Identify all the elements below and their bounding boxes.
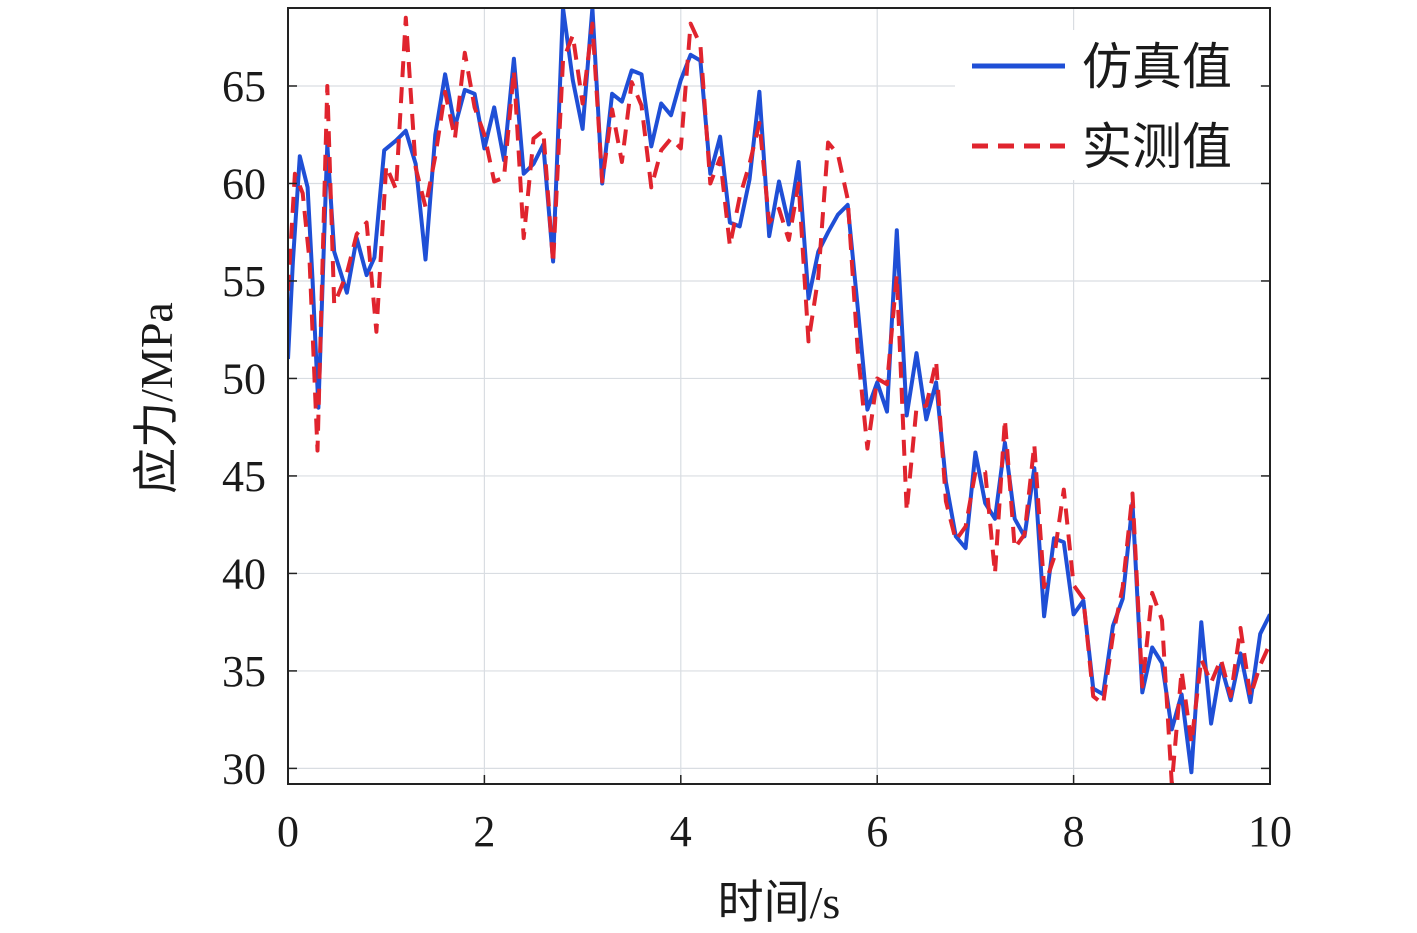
y-tick-label: 30: [222, 744, 266, 793]
y-axis-title: 应力/MPa: [131, 302, 182, 494]
x-tick-label: 10: [1248, 807, 1292, 856]
legend-background: [955, 30, 1260, 180]
x-axis-title: 时间/s: [718, 877, 841, 928]
y-tick-label: 40: [222, 549, 266, 598]
grid: [288, 8, 1270, 784]
x-tick-label: 0: [277, 807, 299, 856]
legend-label-simulated: 仿真值: [1082, 39, 1232, 95]
y-tick-label: 45: [222, 452, 266, 501]
plot-frame: [287, 7, 1271, 785]
x-tick-label: 2: [473, 807, 495, 856]
y-tick-label: 50: [222, 354, 266, 403]
y-tick-label: 35: [222, 647, 266, 696]
y-tick-label: 55: [222, 257, 266, 306]
tick-labels: 0 2 4 6 8 10 30 35 40 45 50 55 60 65: [222, 62, 1292, 856]
legend: 仿真值 实测值: [955, 30, 1260, 180]
y-tick-label: 60: [222, 159, 266, 208]
legend-label-measured: 实测值: [1082, 119, 1232, 175]
x-tick-label: 4: [670, 807, 692, 856]
series-line-measured: [288, 15, 1270, 784]
x-tick-label: 6: [866, 807, 888, 856]
y-tick-label: 65: [222, 62, 266, 111]
series-lines: [288, 8, 1270, 784]
x-tick-label: 8: [1063, 807, 1085, 856]
